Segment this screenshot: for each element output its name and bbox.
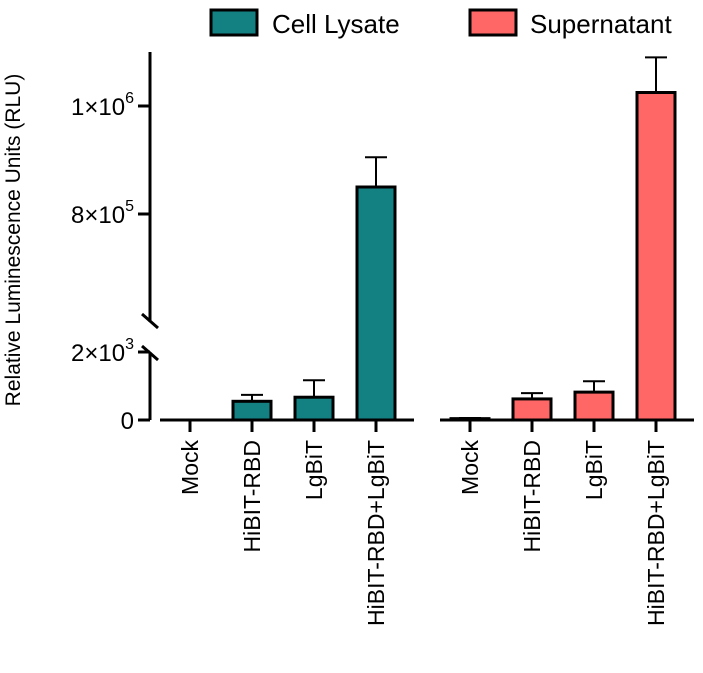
x-tick-label: LgBiT (301, 440, 327, 500)
bar (635, 91, 677, 422)
bar (355, 185, 397, 422)
legend-swatch-cell-lysate (209, 8, 259, 37)
y-tick-label: 8×105 (71, 198, 134, 229)
bar (231, 399, 273, 422)
bar (293, 395, 335, 422)
x-tick-label: HiBIT-RBD+LgBiT (643, 440, 669, 626)
y-tick-label: 1×106 (71, 90, 134, 121)
bars (231, 56, 677, 422)
y-tick-label: 0 (121, 408, 134, 435)
axes: 0 2×103 8×105 1×106 (71, 52, 694, 435)
x-tick-label: HiBIT-RBD (519, 440, 545, 552)
category-labels: Mock HiBIT-RBD LgBiT HiBIT-RBD+LgBiT Mock HiB… (177, 440, 669, 626)
legend-swatch-supernatant (468, 8, 518, 37)
x-tick-label: LgBiT (581, 440, 607, 500)
x-tick-label: HiBIT-RBD+LgBiT (363, 440, 389, 626)
legend-label-cell-lysate: Cell Lysate (272, 9, 400, 39)
legend-label-supernatant: Supernatant (530, 9, 672, 39)
bar (511, 397, 553, 422)
y-tick-label: 2×103 (71, 336, 134, 367)
x-tick-label: Mock (177, 440, 203, 495)
legend: Cell Lysate Supernatant (209, 8, 672, 39)
y-axis-label: Relative Luminescence Units (RLU) (2, 74, 25, 407)
x-tick-label: HiBIT-RBD (239, 440, 265, 552)
axis-break-mark-upper (141, 312, 159, 330)
x-tick-label: Mock (457, 440, 483, 495)
bar (573, 390, 615, 422)
